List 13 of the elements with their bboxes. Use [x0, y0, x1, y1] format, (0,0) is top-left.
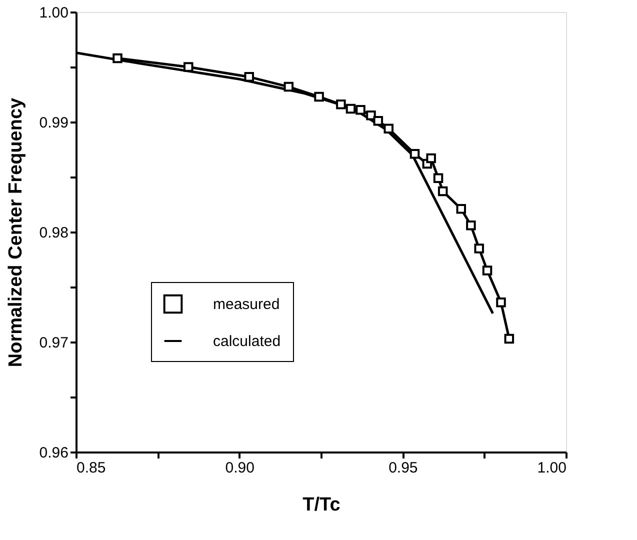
- y-axis-title: Normalized Center Frequency: [5, 97, 26, 368]
- y-tick-label: 0.97: [39, 334, 68, 352]
- x-tick-label: 0.85: [76, 460, 106, 476]
- x-tick-label: 0.90: [225, 460, 254, 476]
- y-tick-label: 0.98: [39, 224, 68, 242]
- y-tick-label: 0.99: [39, 114, 68, 132]
- x-tick-label: 1.00: [537, 460, 566, 476]
- legend-label: measured: [213, 296, 280, 313]
- y-tick-label: 0.96: [39, 444, 68, 462]
- x-axis-title: T/Tc: [302, 494, 341, 516]
- legend-label: calculated: [213, 333, 281, 350]
- x-tick-label: 0.95: [388, 460, 418, 476]
- y-tick-label: 1.00: [39, 4, 68, 22]
